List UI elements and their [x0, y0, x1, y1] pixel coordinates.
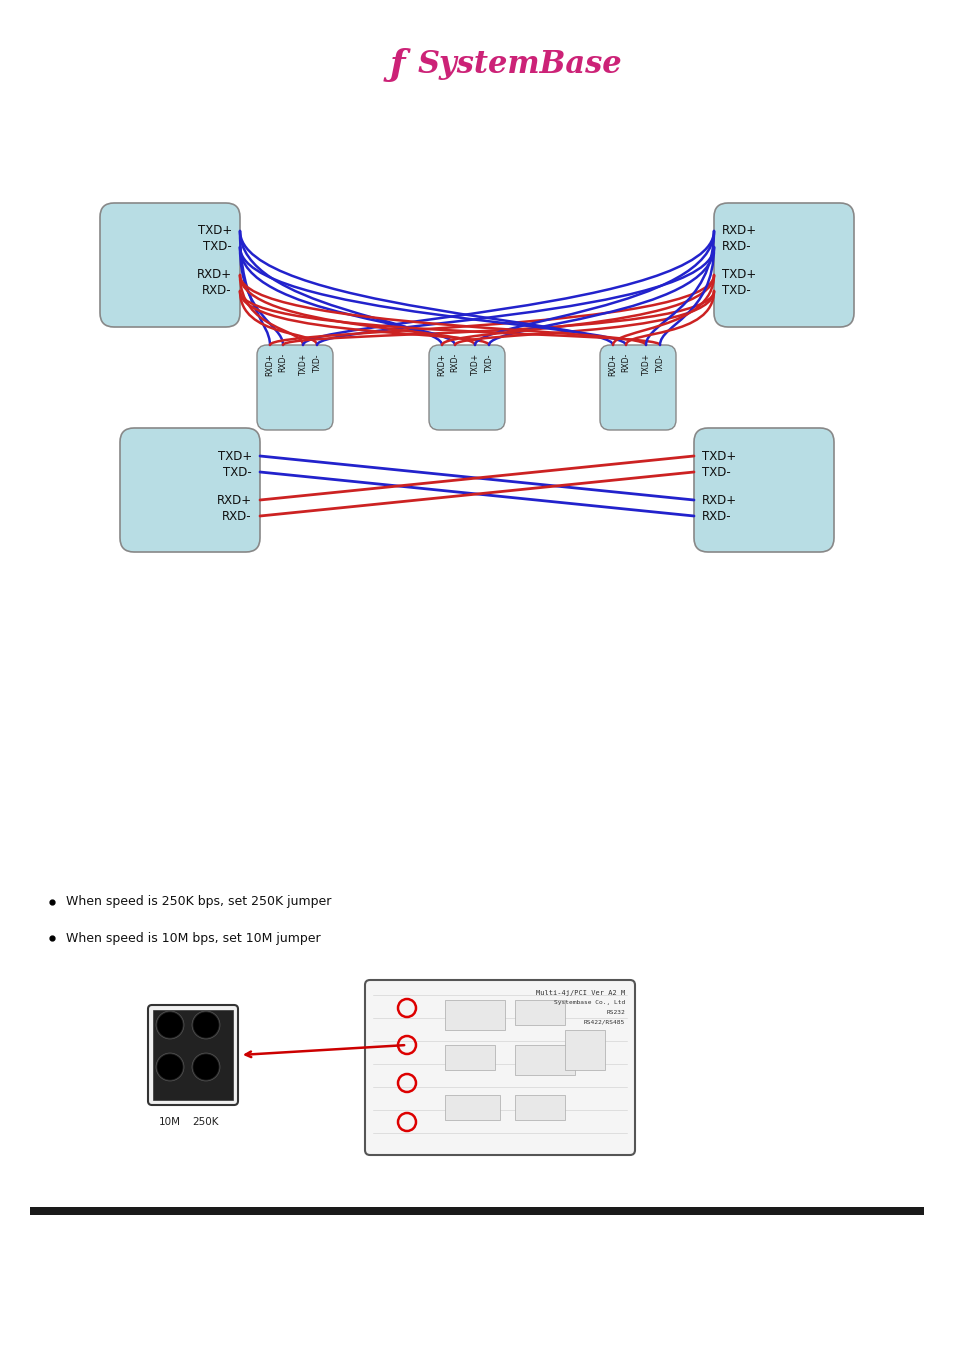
Text: ƒ: ƒ	[390, 47, 405, 82]
FancyBboxPatch shape	[120, 428, 260, 552]
Text: TXD-: TXD-	[223, 466, 252, 478]
Text: RS232: RS232	[605, 1010, 624, 1015]
Text: RXD+: RXD+	[608, 352, 617, 375]
Circle shape	[193, 1012, 218, 1037]
Circle shape	[158, 1054, 182, 1079]
Text: RXD-: RXD-	[620, 352, 630, 373]
Text: TXD+: TXD+	[298, 352, 307, 375]
Text: TXD+: TXD+	[701, 450, 736, 463]
Text: 250K: 250K	[193, 1116, 219, 1127]
Text: RXD+: RXD+	[701, 494, 737, 506]
FancyBboxPatch shape	[256, 346, 333, 431]
Text: RXD+: RXD+	[196, 269, 232, 282]
Bar	[444, 1095, 499, 1120]
Text: 10M: 10M	[159, 1116, 181, 1127]
Text: RXD-: RXD-	[202, 285, 232, 297]
Bar	[515, 1045, 575, 1075]
Text: Systembase Co., Ltd: Systembase Co., Ltd	[553, 1000, 624, 1004]
Text: TXD+: TXD+	[640, 352, 650, 375]
Bar	[152, 1010, 233, 1100]
Text: SystemBase: SystemBase	[417, 50, 622, 80]
Text: RXD+: RXD+	[721, 224, 757, 238]
Text: RS422/RS485: RS422/RS485	[583, 1021, 624, 1025]
Text: RXD-: RXD-	[450, 352, 459, 373]
Text: TXD+: TXD+	[217, 450, 252, 463]
Text: RXD-: RXD-	[222, 509, 252, 522]
Text: When speed is 10M bps, set 10M jumper: When speed is 10M bps, set 10M jumper	[66, 931, 320, 945]
Bar	[564, 1030, 604, 1071]
Circle shape	[158, 1012, 182, 1037]
FancyBboxPatch shape	[365, 980, 635, 1156]
Text: RXD-: RXD-	[701, 509, 731, 522]
Circle shape	[193, 1054, 218, 1079]
Text: RXD+: RXD+	[265, 352, 274, 375]
Text: RXD+: RXD+	[216, 494, 252, 506]
Text: RXD+: RXD+	[437, 352, 446, 375]
Bar	[30, 1207, 923, 1215]
Text: When speed is 250K bps, set 250K jumper: When speed is 250K bps, set 250K jumper	[66, 895, 331, 909]
FancyBboxPatch shape	[148, 1004, 237, 1106]
Text: Multi-4j/PCI Ver A2 M: Multi-4j/PCI Ver A2 M	[536, 990, 624, 996]
Bar	[444, 1000, 504, 1030]
Text: TXD-: TXD-	[701, 466, 730, 478]
Bar	[515, 1095, 564, 1120]
Bar	[444, 1045, 495, 1071]
Text: TXD-: TXD-	[484, 352, 493, 371]
Text: RXD-: RXD-	[278, 352, 287, 373]
Text: TXD-: TXD-	[721, 285, 750, 297]
Text: TXD-: TXD-	[655, 352, 664, 371]
Text: TXD-: TXD-	[203, 240, 232, 254]
FancyBboxPatch shape	[429, 346, 504, 431]
FancyBboxPatch shape	[693, 428, 833, 552]
Text: TXD+: TXD+	[721, 269, 756, 282]
Text: RXD-: RXD-	[721, 240, 751, 254]
FancyBboxPatch shape	[100, 202, 240, 327]
FancyBboxPatch shape	[713, 202, 853, 327]
Text: TXD+: TXD+	[470, 352, 479, 375]
Text: TXD+: TXD+	[197, 224, 232, 238]
Bar	[515, 1000, 564, 1025]
FancyBboxPatch shape	[599, 346, 676, 431]
Text: TXD-: TXD-	[313, 352, 321, 371]
